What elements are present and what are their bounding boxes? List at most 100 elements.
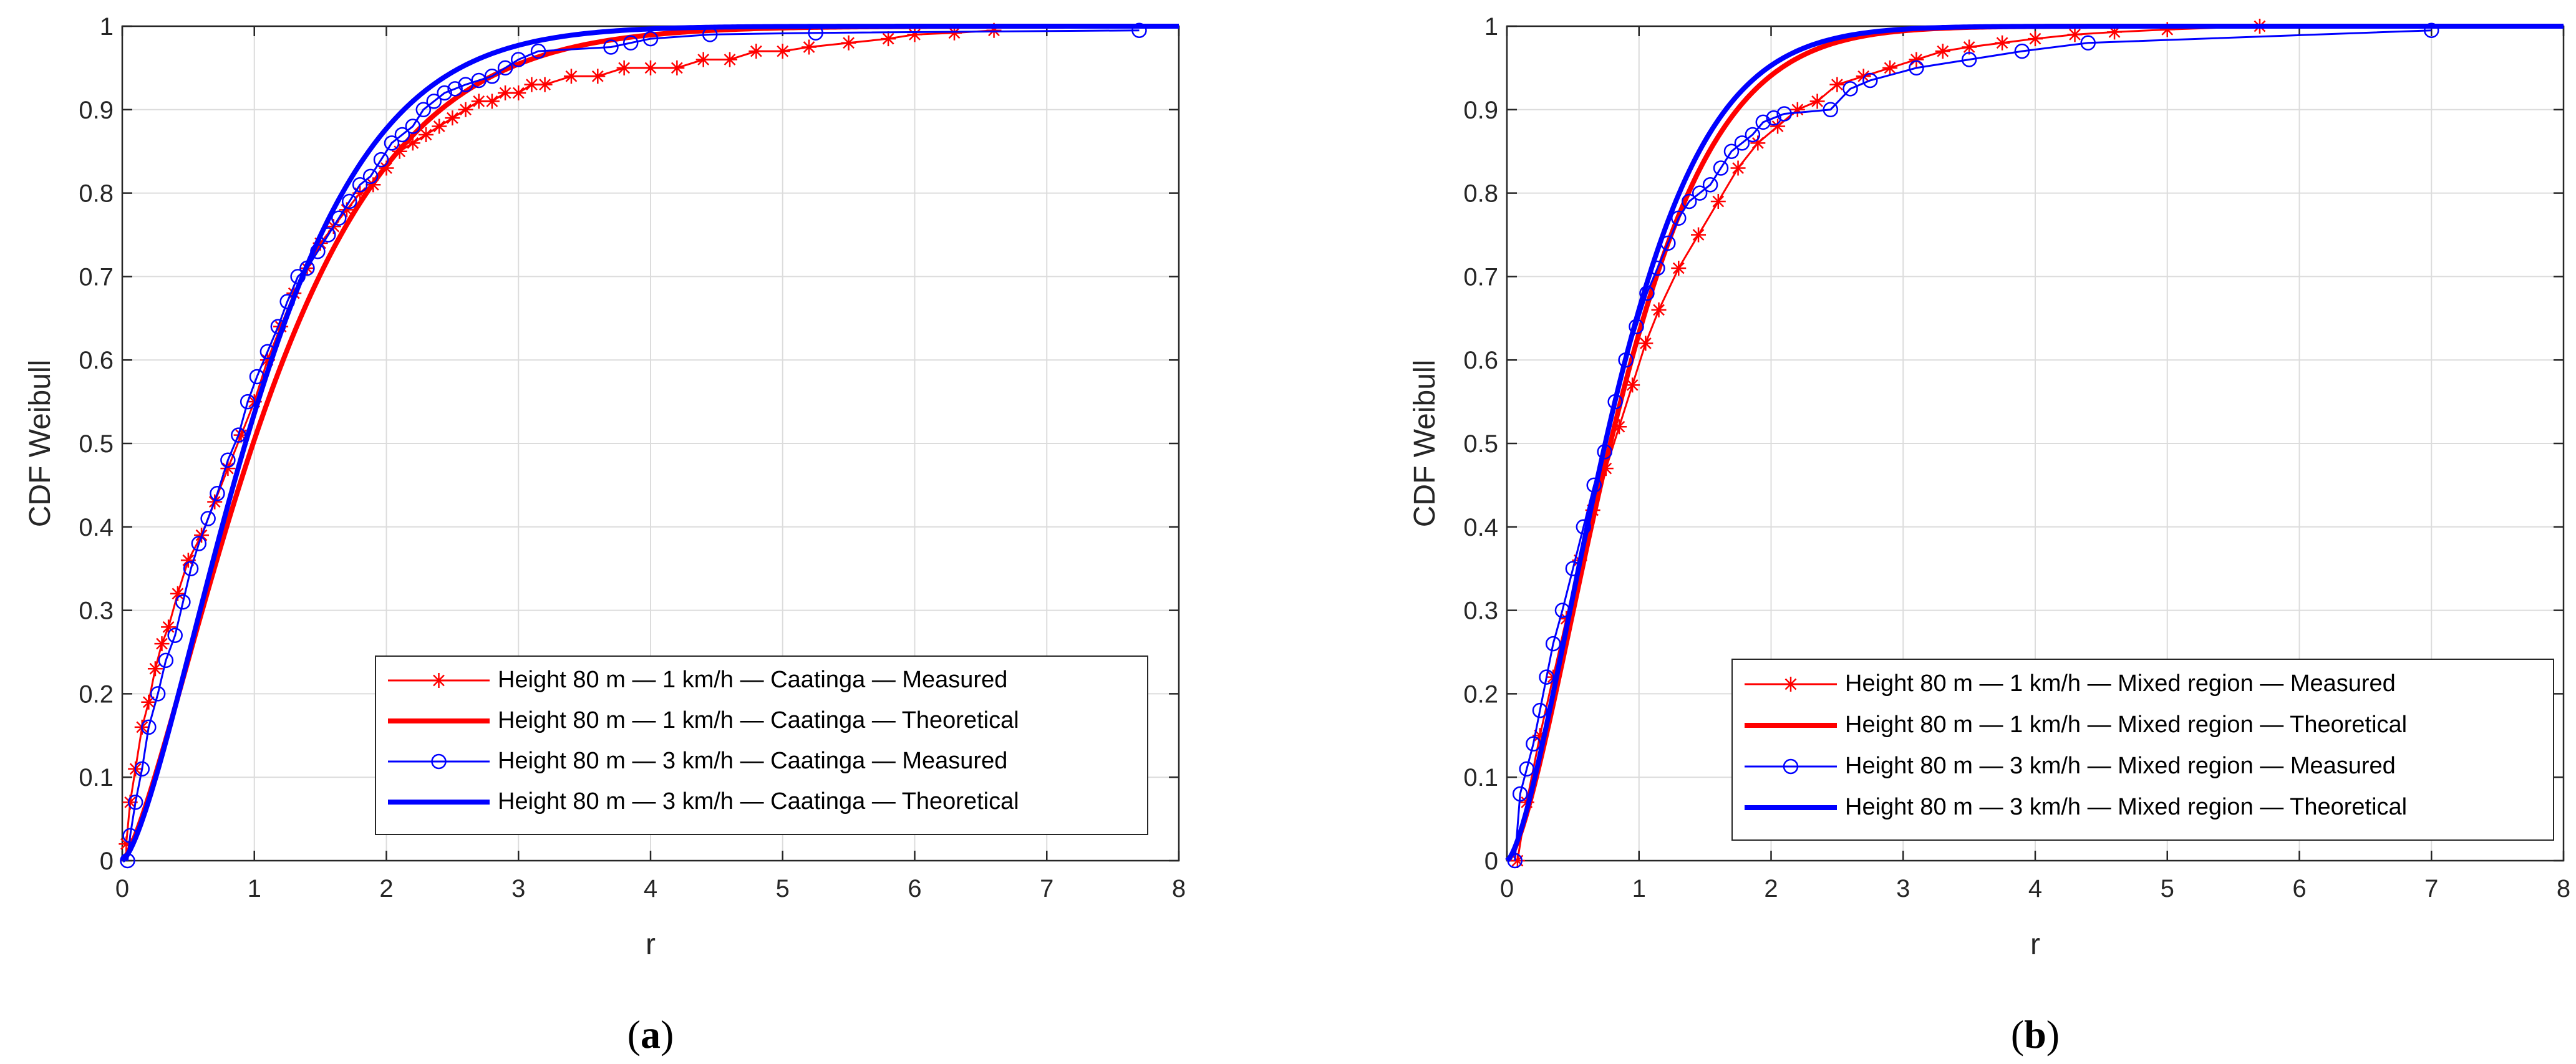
data-point [331,210,347,226]
data-point [530,43,546,59]
data-point [415,102,432,118]
data-point [643,60,658,75]
data-point [524,77,540,92]
data-point [352,177,368,193]
y-tick-label-b: 0 [1484,848,1498,875]
data-point [1776,106,1792,122]
measured-line [1514,29,2432,861]
data-point [1829,77,1845,92]
data-point [134,761,150,777]
y-tick-label-a: 1 [100,13,114,41]
data-point [432,118,447,134]
data-point [1755,114,1771,130]
x-tick-label-a: 4 [644,875,657,902]
x-axis-label-a: r [646,928,656,961]
data-point [220,461,236,476]
y-tick-label-b: 0.8 [1463,180,1498,208]
data-point [2424,22,2439,38]
legend-marker [431,753,447,770]
data-point [1823,102,1839,118]
data-point [1995,35,2010,51]
data-point [394,127,410,143]
data-point [447,81,463,97]
data-point [200,511,216,526]
caption-letter-b: b [2024,1012,2046,1057]
y-tick-label-b: 0.7 [1463,263,1498,291]
data-point [1909,52,1924,67]
legend-label-a-3: Height 80 m — 3 km/h — Caatinga — Measur… [498,748,1007,774]
x-tick-label-b: 8 [2557,875,2570,902]
data-point [1745,127,1761,143]
data-point [362,168,379,185]
data-point [881,31,896,47]
data-point [405,118,421,134]
data-point [603,39,619,55]
data-point [147,661,163,677]
data-point [563,69,579,84]
data-point [175,594,191,610]
data-point [1935,44,1950,59]
y-tick-label-b: 0.3 [1463,597,1498,625]
legend-sample-a-3 [388,753,490,770]
data-point [695,52,711,67]
x-tick-label-a: 3 [511,875,525,902]
data-point [471,94,487,109]
data-point [183,561,199,576]
x-tick-label-a: 8 [1172,875,1186,902]
x-tick-label-b: 2 [1764,875,1778,902]
y-tick-label-b: 0.2 [1463,680,1498,708]
data-point [801,39,817,55]
legend-label-a-1: Height 80 m — 1 km/h — Caatinga — Measur… [498,667,1007,693]
y-tick-label-b: 0.5 [1463,430,1498,458]
data-point [775,44,790,59]
x-tick-label-a: 2 [379,875,393,902]
legend-sample-b-1 [1745,677,1837,692]
data-point [122,795,138,810]
data-point [259,352,275,368]
x-tick-label-b: 0 [1500,875,1514,902]
x-tick-label-a: 7 [1040,875,1053,902]
legend-sample-b-3 [1745,758,1837,775]
y-tick-label-b: 0.1 [1463,764,1498,791]
data-point [1651,302,1667,317]
data-point [1909,60,1924,76]
y-tick-label-a: 0.7 [79,263,114,291]
legend-entries-b [1745,677,1837,810]
legend-box-a [375,655,1148,835]
y-tick-label-a: 0 [100,848,114,875]
x-tick-label-b: 7 [2424,875,2438,902]
y-tick-label-b: 0.6 [1463,347,1498,374]
data-point [2028,31,2043,47]
data-point [1710,193,1726,209]
data-point [437,85,452,101]
data-point [1131,22,1147,38]
data-point [341,193,357,210]
data-point [497,60,513,76]
data-point [220,452,236,468]
ytick-labels-a: 0 0.1 0.2 0.3 0.4 0.5 0.6 0.7 0.8 0.9 1 [79,13,114,875]
caption-b: (b) [2011,1012,2060,1057]
data-point [1611,419,1627,435]
data-point [180,553,196,568]
data-point [622,35,639,51]
data-point [1862,72,1878,89]
ytick-labels-b: 0 0.1 0.2 0.3 0.4 0.5 0.6 0.7 0.8 0.9 1 [1463,13,1498,875]
data-point [484,69,500,84]
legend-marker [431,673,447,688]
data-point [1961,52,1977,67]
x-tick-label-b: 6 [2292,875,2306,902]
caption-a: (a) [627,1012,674,1057]
data-point [1539,669,1554,685]
data-point [1671,261,1687,276]
data-point [405,135,420,151]
data-point [907,27,922,42]
data-point [1750,135,1766,151]
data-point [669,60,685,75]
xtick-labels-a: 0 1 2 3 4 5 6 7 8 [115,875,1186,902]
data-point [1730,160,1746,176]
data-point [2080,35,2096,51]
y-tick-label-a: 0.5 [79,430,114,458]
data-point [426,94,442,109]
data-point [1545,636,1561,652]
